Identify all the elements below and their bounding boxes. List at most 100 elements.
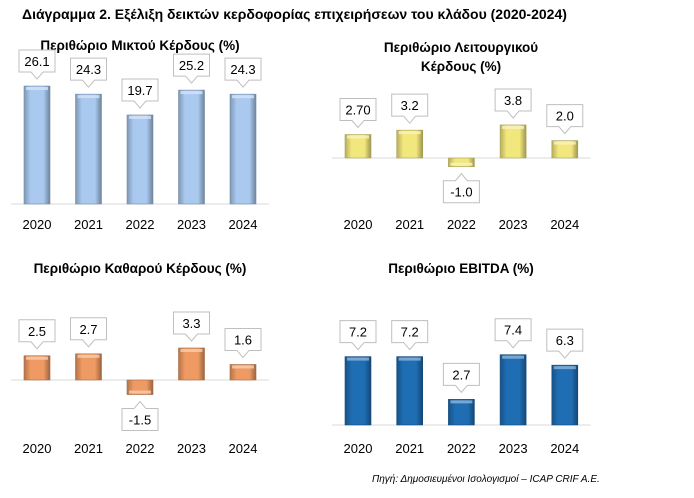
- data-label: 25.2: [179, 58, 204, 73]
- data-label: 1.6: [234, 332, 252, 347]
- bar-2020: [344, 356, 372, 426]
- bar-2021: [75, 353, 102, 381]
- bar-2021: [396, 129, 424, 159]
- data-label: -1.0: [450, 185, 472, 200]
- bar-highlight: [77, 354, 100, 358]
- bar-2023: [499, 354, 527, 426]
- value-callout: [339, 98, 377, 129]
- bar-highlight: [553, 366, 576, 370]
- bar-highlight: [232, 95, 254, 99]
- bar-highlight: [26, 87, 48, 91]
- x-tick-label: 2023: [177, 217, 206, 232]
- chart-panel-3: Περιθώριο Καθαρού Κέρδους (%) 2.5 2020 2.7 2…: [11, 261, 269, 456]
- x-tick-label: 2022: [126, 217, 155, 232]
- bar-2024: [551, 140, 579, 159]
- bar-2020: [23, 85, 51, 205]
- bar-2021: [396, 356, 424, 426]
- bar-2020: [23, 355, 51, 381]
- value-callout: [224, 327, 262, 359]
- value-callout: [173, 53, 210, 84]
- chart-title: Περιθώριο Μικτού Κέρδους (%): [40, 38, 239, 53]
- value-callout: [494, 88, 532, 119]
- data-label: 2.5: [28, 324, 46, 339]
- bar-highlight: [129, 390, 151, 394]
- bar-2022: [448, 399, 475, 426]
- x-tick-label: 2024: [550, 441, 579, 456]
- value-callout: [18, 319, 56, 350]
- bar-2023: [499, 124, 527, 159]
- bar-2020: [344, 134, 372, 159]
- chart-panel-4: Περιθώριο EBITDA (%) 7.2 2020 7.2 2021 2.7 202…: [332, 261, 591, 456]
- chart-panel-1: Περιθώριο Μικτού Κέρδους (%)26.1 2020 24.3…: [11, 38, 269, 232]
- x-tick-label: 2022: [447, 217, 476, 232]
- x-tick-label: 2020: [344, 217, 373, 232]
- bar-2023: [178, 89, 205, 205]
- bar-highlight: [347, 357, 369, 361]
- chart-title: Κέρδους (%): [421, 59, 501, 74]
- data-label: 24.3: [230, 62, 255, 77]
- chart-title: Περιθώριο EBITDA (%): [388, 261, 534, 276]
- x-tick-label: 2021: [74, 217, 103, 232]
- bar-highlight: [502, 125, 525, 129]
- data-label: 2.0: [556, 109, 574, 124]
- x-tick-label: 2020: [23, 441, 52, 456]
- bar-highlight: [347, 135, 369, 139]
- data-label: 26.1: [24, 54, 49, 69]
- bar-highlight: [232, 365, 254, 369]
- data-label: 7.4: [504, 323, 522, 338]
- value-callout: [121, 78, 159, 109]
- value-callout: [442, 172, 480, 204]
- x-tick-label: 2024: [229, 441, 258, 456]
- bar-2024: [551, 364, 579, 426]
- x-tick-label: 2024: [229, 217, 258, 232]
- bar-highlight: [553, 141, 576, 145]
- bar-highlight: [502, 355, 525, 359]
- data-label: 2.70: [345, 103, 370, 118]
- source-note: Πηγή: Δημοσιευμένοι Ισολογισμοί – ICAP C…: [372, 474, 600, 485]
- data-label: -1.5: [129, 413, 151, 428]
- value-callout: [173, 311, 210, 342]
- chart-title: Περιθώριο Λειτουργικού: [384, 40, 538, 55]
- x-tick-label: 2022: [447, 441, 476, 456]
- bar-highlight: [450, 400, 473, 404]
- data-label: 24.3: [76, 62, 101, 77]
- x-tick-label: 2024: [550, 217, 579, 232]
- value-callout: [546, 104, 584, 135]
- value-callout: [224, 57, 262, 88]
- x-tick-label: 2020: [344, 441, 373, 456]
- bar-2024: [229, 93, 257, 205]
- data-label: 2.7: [452, 367, 470, 382]
- value-callout: [442, 362, 480, 394]
- bar-2023: [178, 347, 205, 381]
- bar-highlight: [26, 356, 48, 360]
- data-label: 19.7: [127, 83, 152, 98]
- x-tick-label: 2020: [23, 217, 52, 232]
- bar-2021: [75, 93, 102, 205]
- value-callout: [391, 320, 429, 351]
- data-label: 3.3: [182, 316, 200, 331]
- bar-highlight: [398, 131, 421, 135]
- data-label: 3.8: [504, 93, 522, 108]
- x-tick-label: 2023: [499, 217, 528, 232]
- value-callout: [70, 57, 107, 88]
- value-callout: [70, 317, 107, 348]
- x-tick-label: 2021: [74, 441, 103, 456]
- bar-2022: [126, 114, 154, 205]
- bar-highlight: [398, 357, 421, 361]
- bar-highlight: [180, 348, 203, 352]
- value-callout: [121, 400, 159, 432]
- data-label: 7.2: [401, 325, 419, 340]
- x-tick-label: 2022: [126, 441, 155, 456]
- value-callout: [494, 318, 532, 349]
- data-label: 6.3: [556, 333, 574, 348]
- x-tick-label: 2023: [499, 441, 528, 456]
- value-callout: [391, 93, 429, 124]
- data-label: 3.2: [401, 98, 419, 113]
- x-tick-label: 2023: [177, 441, 206, 456]
- bar-highlight: [180, 91, 203, 95]
- x-tick-label: 2021: [395, 441, 424, 456]
- value-callout: [18, 49, 56, 80]
- chart-panel-2: Περιθώριο Λειτουργικού Κέρδους (%) 2.70 202…: [332, 40, 591, 232]
- value-callout: [546, 328, 584, 359]
